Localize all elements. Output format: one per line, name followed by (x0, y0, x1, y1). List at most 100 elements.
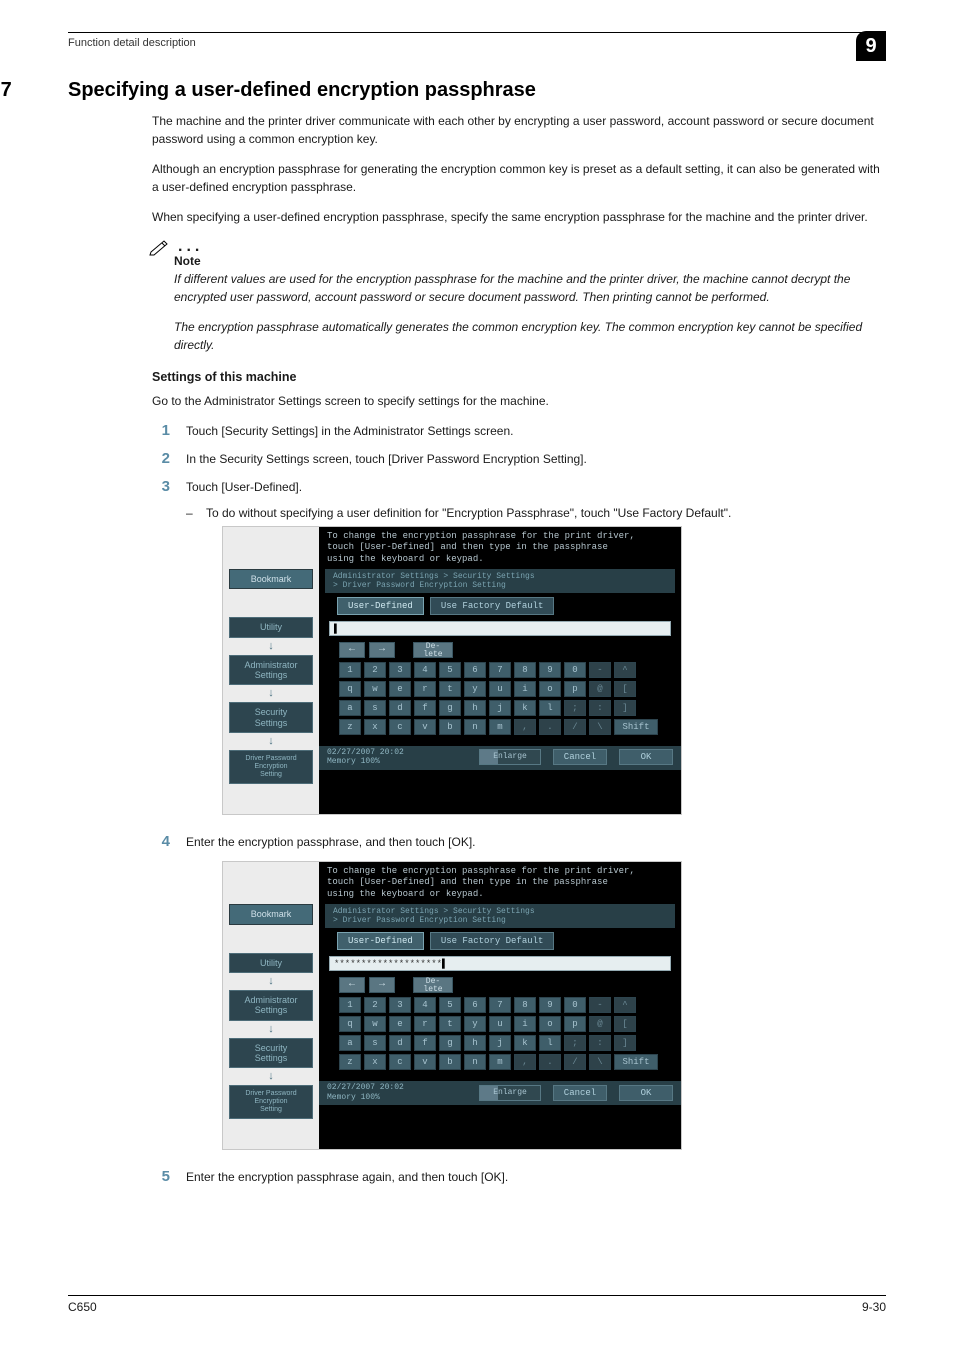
keyboard-key[interactable]: ; (564, 1035, 586, 1051)
keyboard-key[interactable]: g (439, 1035, 461, 1051)
keyboard-key[interactable]: 4 (414, 662, 436, 678)
enlarge-button[interactable]: Enlarge (479, 749, 541, 765)
keyboard-key[interactable]: y (464, 1016, 486, 1032)
shift-key[interactable]: Shift (614, 719, 658, 735)
keyboard-key[interactable]: e (389, 681, 411, 697)
keyboard-key[interactable]: p (564, 1016, 586, 1032)
keyboard-key[interactable]: 1 (339, 997, 361, 1013)
keyboard-key[interactable]: 7 (489, 997, 511, 1013)
keyboard-key[interactable]: s (364, 700, 386, 716)
keyboard-key[interactable]: - (589, 662, 611, 678)
keyboard-key[interactable]: 5 (439, 997, 461, 1013)
passphrase-input[interactable]: ▌ (329, 621, 671, 636)
sidebar-utility[interactable]: Utility (229, 953, 313, 973)
sidebar-driver-password[interactable]: Driver Password Encryption Setting (229, 750, 313, 784)
keyboard-key[interactable]: ; (564, 700, 586, 716)
keyboard-key[interactable]: j (489, 1035, 511, 1051)
keyboard-key[interactable]: . (539, 1054, 561, 1070)
keyboard-key[interactable]: s (364, 1035, 386, 1051)
keyboard-key[interactable]: z (339, 719, 361, 735)
keyboard-key[interactable]: w (364, 681, 386, 697)
keyboard-key[interactable]: 3 (389, 997, 411, 1013)
keyboard-key[interactable]: p (564, 681, 586, 697)
keyboard-key[interactable]: / (564, 1054, 586, 1070)
keyboard-key[interactable]: o (539, 1016, 561, 1032)
keyboard-key[interactable]: h (464, 700, 486, 716)
keyboard-key[interactable]: q (339, 681, 361, 697)
keyboard-key[interactable]: g (439, 700, 461, 716)
keyboard-key[interactable]: 9 (539, 997, 561, 1013)
passphrase-input[interactable]: ********************▌ (329, 956, 671, 971)
keyboard-key[interactable]: 2 (364, 662, 386, 678)
sidebar-admin-settings[interactable]: Administrator Settings (229, 655, 313, 686)
keyboard-key[interactable]: , (514, 1054, 536, 1070)
keyboard-key[interactable]: \ (589, 719, 611, 735)
keyboard-key[interactable]: l (539, 700, 561, 716)
keyboard-key[interactable]: b (439, 719, 461, 735)
keyboard-key[interactable]: n (464, 719, 486, 735)
ok-button[interactable]: OK (619, 1085, 673, 1101)
keyboard-key[interactable]: [ (614, 681, 636, 697)
tab-user-defined[interactable]: User-Defined (337, 597, 424, 615)
keyboard-key[interactable]: j (489, 700, 511, 716)
keyboard-key[interactable]: @ (589, 681, 611, 697)
keyboard-key[interactable]: 1 (339, 662, 361, 678)
keyboard-key[interactable]: a (339, 700, 361, 716)
keyboard-key[interactable]: . (539, 719, 561, 735)
cursor-left-button[interactable]: ← (339, 977, 365, 993)
keyboard-key[interactable]: u (489, 1016, 511, 1032)
keyboard-key[interactable]: \ (589, 1054, 611, 1070)
keyboard-key[interactable]: d (389, 1035, 411, 1051)
keyboard-key[interactable]: 8 (514, 662, 536, 678)
keyboard-key[interactable]: @ (589, 1016, 611, 1032)
keyboard-key[interactable]: q (339, 1016, 361, 1032)
keyboard-key[interactable]: , (514, 719, 536, 735)
keyboard-key[interactable]: x (364, 719, 386, 735)
keyboard-key[interactable]: e (389, 1016, 411, 1032)
keyboard-key[interactable]: i (514, 1016, 536, 1032)
keyboard-key[interactable]: 8 (514, 997, 536, 1013)
keyboard-key[interactable]: c (389, 719, 411, 735)
keyboard-key[interactable]: a (339, 1035, 361, 1051)
delete-button[interactable]: De- lete (413, 977, 453, 993)
sidebar-security-settings[interactable]: Security Settings (229, 702, 313, 733)
keyboard-key[interactable]: w (364, 1016, 386, 1032)
keyboard-key[interactable]: 7 (489, 662, 511, 678)
ok-button[interactable]: OK (619, 749, 673, 765)
keyboard-key[interactable]: z (339, 1054, 361, 1070)
keyboard-key[interactable]: 6 (464, 997, 486, 1013)
keyboard-key[interactable]: 3 (389, 662, 411, 678)
keyboard-key[interactable]: [ (614, 1016, 636, 1032)
keyboard-key[interactable]: v (414, 1054, 436, 1070)
keyboard-key[interactable]: : (589, 1035, 611, 1051)
keyboard-key[interactable]: ^ (614, 997, 636, 1013)
cursor-right-button[interactable]: → (369, 642, 395, 658)
sidebar-driver-password[interactable]: Driver Password Encryption Setting (229, 1085, 313, 1119)
keyboard-key[interactable]: c (389, 1054, 411, 1070)
enlarge-button[interactable]: Enlarge (479, 1085, 541, 1101)
keyboard-key[interactable]: 5 (439, 662, 461, 678)
keyboard-key[interactable]: f (414, 1035, 436, 1051)
tab-factory-default[interactable]: Use Factory Default (430, 932, 555, 950)
bookmark-button[interactable]: Bookmark (229, 904, 313, 924)
cursor-left-button[interactable]: ← (339, 642, 365, 658)
tab-user-defined[interactable]: User-Defined (337, 932, 424, 950)
keyboard-key[interactable]: r (414, 681, 436, 697)
delete-button[interactable]: De- lete (413, 642, 453, 658)
keyboard-key[interactable]: f (414, 700, 436, 716)
keyboard-key[interactable]: 6 (464, 662, 486, 678)
sidebar-security-settings[interactable]: Security Settings (229, 1038, 313, 1069)
keyboard-key[interactable]: u (489, 681, 511, 697)
keyboard-key[interactable]: / (564, 719, 586, 735)
keyboard-key[interactable]: 4 (414, 997, 436, 1013)
sidebar-admin-settings[interactable]: Administrator Settings (229, 990, 313, 1021)
keyboard-key[interactable]: m (489, 719, 511, 735)
keyboard-key[interactable]: : (589, 700, 611, 716)
keyboard-key[interactable]: d (389, 700, 411, 716)
bookmark-button[interactable]: Bookmark (229, 569, 313, 589)
keyboard-key[interactable]: r (414, 1016, 436, 1032)
keyboard-key[interactable]: n (464, 1054, 486, 1070)
keyboard-key[interactable]: i (514, 681, 536, 697)
keyboard-key[interactable]: 2 (364, 997, 386, 1013)
keyboard-key[interactable]: t (439, 1016, 461, 1032)
